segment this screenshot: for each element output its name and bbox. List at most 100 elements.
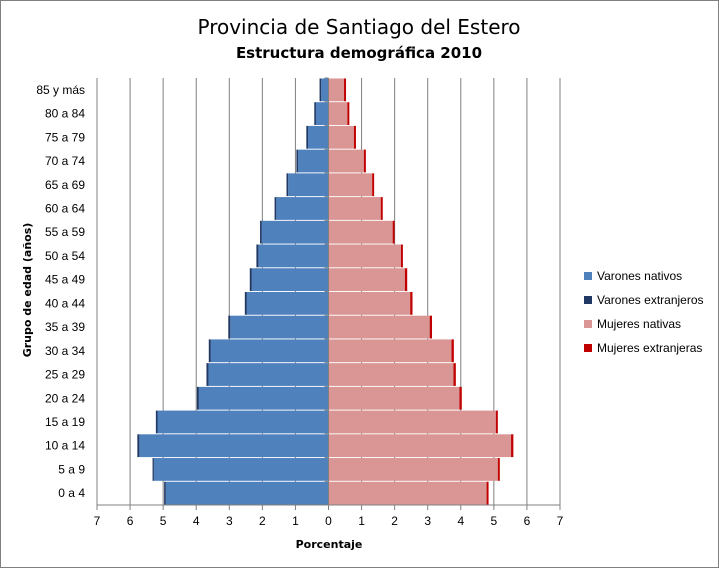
y-tick-label: 30 a 34 bbox=[45, 344, 85, 358]
bar-mujeres-nativas-16 bbox=[328, 102, 348, 125]
bar-varones-extranjeros-3 bbox=[155, 410, 158, 434]
legend-label: Mujeres extranjeras bbox=[597, 341, 702, 355]
bar-varones-nativos-8 bbox=[246, 291, 329, 315]
x-tick-label: 4 bbox=[193, 514, 200, 528]
bar-mujeres-nativas-2 bbox=[328, 434, 512, 458]
x-tick-label: 1 bbox=[358, 514, 365, 528]
x-tick-label: 6 bbox=[524, 514, 531, 528]
bar-varones-nativos-0 bbox=[165, 481, 329, 505]
y-tick-label: 80 a 84 bbox=[45, 107, 85, 121]
y-tick-label: 5 a 9 bbox=[58, 462, 85, 476]
legend-label: Mujeres nativas bbox=[597, 317, 681, 331]
bar-varones-nativos-11 bbox=[261, 220, 329, 244]
bar-mujeres-extranjeras-9 bbox=[404, 268, 408, 292]
bar-varones-extranjeros-4 bbox=[196, 386, 199, 410]
legend-swatch-varones-extranjeros bbox=[584, 296, 592, 304]
bar-varones-extranjeros-12 bbox=[274, 197, 277, 220]
bar-varones-extranjeros-0 bbox=[164, 481, 166, 505]
bar-varones-extranjeros-15 bbox=[306, 125, 308, 149]
bar-varones-nativos-9 bbox=[251, 268, 329, 292]
bar-mujeres-extranjeras-14 bbox=[363, 149, 366, 173]
y-tick-label: 60 a 64 bbox=[45, 201, 85, 215]
y-axis-label: Grupo de edad (años) bbox=[21, 223, 34, 358]
bar-varones-extranjeros-17 bbox=[319, 78, 322, 102]
legend-swatch-mujeres-nativas bbox=[584, 320, 592, 328]
x-tick-label: 6 bbox=[127, 514, 134, 528]
bar-varones-nativos-6 bbox=[210, 339, 329, 363]
bar-mujeres-extranjeras-15 bbox=[353, 125, 356, 149]
y-tick-label: 45 a 49 bbox=[45, 273, 85, 287]
bar-varones-nativos-5 bbox=[208, 363, 329, 386]
bar-mujeres-extranjeras-7 bbox=[429, 315, 433, 339]
x-axis-label: Porcentaje bbox=[296, 538, 363, 551]
bar-varones-nativos-14 bbox=[298, 149, 329, 173]
x-tick-label: 2 bbox=[259, 514, 266, 528]
grid-lines bbox=[96, 78, 561, 505]
bar-mujeres-nativas-4 bbox=[328, 386, 460, 410]
bar-mujeres-nativas-17 bbox=[328, 78, 345, 102]
x-tick-label: 2 bbox=[391, 514, 398, 528]
bar-varones-extranjeros-9 bbox=[249, 268, 252, 292]
chart-subtitle: Estructura demográfica 2010 bbox=[236, 44, 482, 62]
bar-mujeres-extranjeras-16 bbox=[347, 102, 350, 125]
bar-varones-extranjeros-1 bbox=[152, 458, 154, 481]
x-tick-label: 3 bbox=[226, 514, 233, 528]
bar-varones-extranjeros-16 bbox=[314, 102, 316, 125]
x-tick-label: 3 bbox=[424, 514, 431, 528]
bar-varones-extranjeros-11 bbox=[260, 220, 262, 244]
bar-varones-extranjeros-13 bbox=[286, 173, 289, 197]
legend: Varones nativos Varones extranjeros Mujere… bbox=[584, 269, 704, 355]
y-tick-label: 25 a 29 bbox=[45, 368, 85, 382]
bar-mujeres-extranjeras-17 bbox=[344, 78, 347, 102]
bar-mujeres-extranjeras-5 bbox=[453, 363, 456, 386]
bar-mujeres-nativas-8 bbox=[328, 291, 411, 315]
legend-swatch-mujeres-extranjeras bbox=[584, 344, 592, 352]
bar-varones-nativos-15 bbox=[307, 125, 329, 149]
bar-varones-extranjeros-7 bbox=[228, 315, 231, 339]
bar-varones-nativos-13 bbox=[288, 173, 329, 197]
bar-varones-nativos-1 bbox=[153, 458, 329, 481]
bar-mujeres-nativas-9 bbox=[328, 268, 405, 292]
y-tick-label: 40 a 44 bbox=[45, 296, 85, 310]
bar-mujeres-nativas-10 bbox=[328, 244, 401, 268]
bar-mujeres-nativas-6 bbox=[328, 339, 452, 363]
y-tick-label: 35 a 39 bbox=[45, 320, 85, 334]
bar-mujeres-nativas-1 bbox=[328, 458, 498, 481]
bar-varones-nativos-16 bbox=[315, 102, 329, 125]
y-tick-label: 70 a 74 bbox=[45, 154, 85, 168]
bar-varones-extranjeros-10 bbox=[256, 244, 259, 268]
bar-mujeres-extranjeras-12 bbox=[380, 197, 383, 220]
bars bbox=[137, 78, 514, 505]
y-tick-labels: 0 a 4 5 a 9 10 a 14 15 a 19 20 a 24 25 a 29 30… bbox=[36, 83, 85, 500]
bar-mujeres-extranjeras-13 bbox=[372, 173, 375, 197]
bar-mujeres-nativas-7 bbox=[328, 315, 430, 339]
x-tick-label: 7 bbox=[94, 514, 101, 528]
bar-varones-nativos-4 bbox=[198, 386, 329, 410]
y-tick-label: 20 a 24 bbox=[45, 391, 85, 405]
bar-mujeres-nativas-5 bbox=[328, 363, 454, 386]
bar-varones-extranjeros-2 bbox=[137, 434, 140, 458]
bar-varones-nativos-2 bbox=[139, 434, 329, 458]
bar-mujeres-extranjeras-4 bbox=[459, 386, 462, 410]
bar-mujeres-nativas-12 bbox=[328, 197, 381, 220]
bar-varones-nativos-10 bbox=[258, 244, 329, 268]
axes bbox=[96, 77, 561, 510]
bar-mujeres-nativas-0 bbox=[328, 481, 487, 505]
x-tick-label: 5 bbox=[160, 514, 167, 528]
y-tick-label: 0 a 4 bbox=[58, 486, 85, 500]
bar-mujeres-extranjeras-11 bbox=[392, 220, 395, 244]
bar-mujeres-nativas-14 bbox=[328, 149, 364, 173]
bar-varones-nativos-12 bbox=[276, 197, 329, 220]
y-tick-label: 75 a 79 bbox=[45, 130, 85, 144]
bar-varones-nativos-17 bbox=[321, 78, 329, 102]
x-tick-label: 1 bbox=[292, 514, 299, 528]
bar-mujeres-extranjeras-8 bbox=[410, 291, 413, 315]
bar-mujeres-nativas-3 bbox=[328, 410, 496, 434]
bar-mujeres-extranjeras-2 bbox=[511, 434, 514, 458]
x-tick-label: 7 bbox=[557, 514, 564, 528]
y-tick-label: 85 y más bbox=[36, 83, 85, 97]
legend-swatch-varones-nativos bbox=[584, 272, 592, 280]
bar-mujeres-nativas-15 bbox=[328, 125, 354, 149]
legend-label: Varones extranjeros bbox=[597, 293, 704, 307]
